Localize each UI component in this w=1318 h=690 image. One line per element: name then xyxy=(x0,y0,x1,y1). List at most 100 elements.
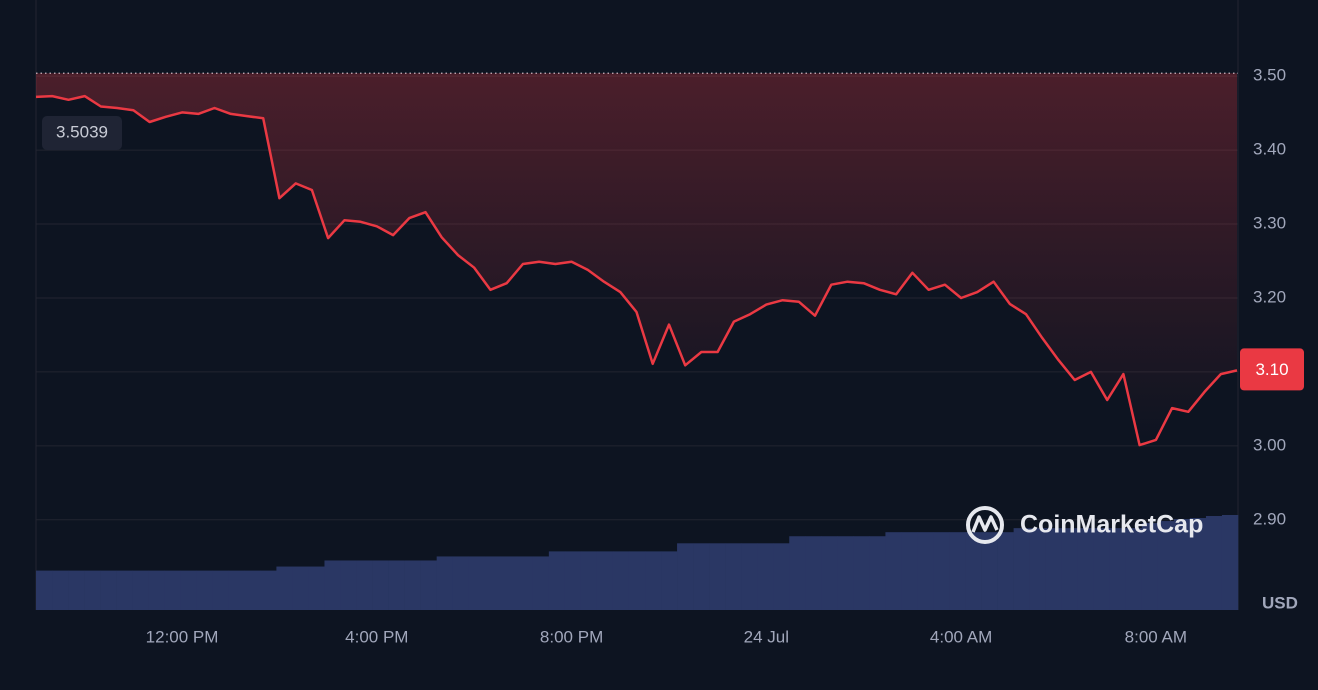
volume-bar xyxy=(869,536,886,610)
volume-bar xyxy=(116,570,133,610)
volume-bar xyxy=(1013,528,1030,610)
volume-bar xyxy=(212,570,229,610)
x-tick-label: 24 Jul xyxy=(744,627,789,646)
volume-bar xyxy=(1125,528,1143,610)
volume-bar xyxy=(901,532,918,610)
volume-bar xyxy=(628,551,646,610)
unit-label: USD xyxy=(1262,593,1298,612)
volume-bar xyxy=(965,532,982,610)
volume-bar xyxy=(148,570,165,610)
y-tick-label: 2.90 xyxy=(1253,509,1286,528)
volume-bar xyxy=(404,560,421,610)
logo xyxy=(966,506,1004,544)
y-tick-label: 3.20 xyxy=(1253,287,1286,306)
y-tick-label: 3.40 xyxy=(1253,140,1286,159)
volume-bar xyxy=(308,566,325,610)
volume-bar xyxy=(452,556,470,610)
price-area xyxy=(36,73,1237,446)
volume-bar xyxy=(1173,519,1191,610)
volume-bar xyxy=(132,570,149,610)
price-line xyxy=(35,94,1238,447)
volume-bar xyxy=(885,532,902,610)
volume-bar xyxy=(36,570,53,610)
volume-bar xyxy=(180,570,197,610)
volume-bar xyxy=(917,532,934,610)
volume-bar xyxy=(420,560,437,610)
volume-bar xyxy=(372,560,389,610)
volume-bar xyxy=(228,570,245,610)
volume-bar xyxy=(853,536,870,610)
volume-bar xyxy=(548,551,566,610)
volume-bar xyxy=(1045,528,1063,610)
volume-bar xyxy=(260,570,277,610)
line-layer: 3.5039 xyxy=(35,72,1238,447)
volume-bar xyxy=(725,543,742,610)
volume-bar xyxy=(52,570,69,610)
logo-mark xyxy=(971,515,999,533)
volume-bar xyxy=(757,543,774,610)
volume-bar xyxy=(1061,528,1079,610)
volume-bar xyxy=(661,551,678,610)
volume-bar xyxy=(1109,528,1127,610)
volume-bar xyxy=(645,551,662,610)
x-tick-label: 4:00 PM xyxy=(345,627,408,646)
volume-bar xyxy=(68,570,85,610)
volume-bar xyxy=(1141,523,1159,610)
volume-bar xyxy=(500,556,518,610)
volume-bar xyxy=(164,570,181,610)
volume-bar xyxy=(949,532,966,610)
volume-bar xyxy=(693,543,710,610)
watermark-text: CoinMarketCap xyxy=(1020,511,1203,539)
volume-bar xyxy=(356,560,373,610)
volume-bar xyxy=(1077,528,1095,610)
volume-bar xyxy=(981,532,998,610)
volume-bar xyxy=(276,566,293,610)
y-tick-label: 3.00 xyxy=(1253,435,1286,454)
volume-bar xyxy=(837,536,854,610)
volume-bar xyxy=(244,570,261,610)
volume-bar xyxy=(388,560,405,610)
volume-bar xyxy=(580,551,598,610)
y-tick-label: 3.30 xyxy=(1253,214,1286,233)
axis-layer: 2.90 3.00 3.10 3.20 3.30 3.40 3.50 12:00 PM 4:00… xyxy=(146,66,1304,646)
volume-bar xyxy=(1221,515,1239,610)
volume-bar xyxy=(196,570,213,610)
volume-bar xyxy=(821,536,838,610)
volume-bar xyxy=(677,543,694,610)
y-tick-label: 3.50 xyxy=(1253,66,1286,85)
current-price-box xyxy=(1240,348,1304,391)
volume-bar xyxy=(741,543,758,610)
volume-bar xyxy=(340,560,357,610)
volume-bar xyxy=(532,556,550,610)
volume-bar xyxy=(516,556,534,610)
volume-bar xyxy=(612,551,630,610)
x-tick-label: 12:00 PM xyxy=(146,627,219,646)
volume-bar xyxy=(564,551,582,610)
watermark: CoinMarketCap xyxy=(966,506,1203,544)
volume-bar xyxy=(709,543,726,610)
volume-bar xyxy=(1157,521,1175,610)
volume-layer xyxy=(36,515,1239,610)
reference-label: 3.5039 xyxy=(56,122,108,141)
volume-bar xyxy=(84,570,101,610)
x-tick-label: 8:00 AM xyxy=(1125,627,1187,646)
volume-bar xyxy=(1093,528,1111,610)
volume-bar xyxy=(324,560,341,610)
current-price-label: 3.10 xyxy=(1255,360,1288,379)
volume-bar xyxy=(1205,516,1223,610)
volume-bar xyxy=(468,556,486,610)
volume-bar xyxy=(100,570,117,610)
x-tick-label: 4:00 AM xyxy=(930,627,992,646)
volume-bar xyxy=(789,536,806,610)
volume-bar xyxy=(292,566,309,610)
volume-bar xyxy=(1029,528,1046,610)
volume-bar xyxy=(997,532,1014,610)
reference-label-box xyxy=(42,116,122,150)
volume-bar xyxy=(933,532,950,610)
volume-bar xyxy=(596,551,614,610)
volume-bar xyxy=(436,556,453,610)
volume-bar xyxy=(484,556,502,610)
volume-bar xyxy=(773,543,790,610)
